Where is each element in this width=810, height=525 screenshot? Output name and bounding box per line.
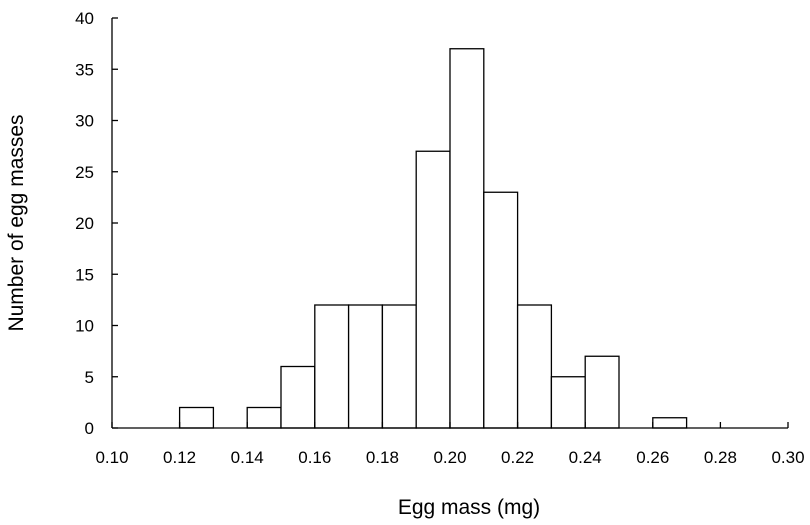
histogram-bar	[652, 417, 688, 429]
histogram-bar	[314, 304, 350, 429]
histogram-bar	[280, 365, 316, 429]
y-tick-label: 10	[75, 317, 94, 336]
y-tick-label: 5	[85, 368, 94, 387]
histogram-bar	[449, 48, 485, 429]
y-axis-title: Number of egg masses	[5, 114, 28, 331]
bars-group	[178, 48, 688, 429]
x-tick-label: 0.18	[366, 448, 399, 467]
x-axis-ticks: 0.10 0.12 0.14 0.16 0.18 0.20 0.22 0.24 0.26 0.28…	[95, 422, 805, 467]
x-tick-label: 0.10	[95, 448, 128, 467]
x-tick-label: 0.24	[569, 448, 602, 467]
y-tick-label: 30	[75, 112, 94, 131]
histogram-bar	[347, 304, 384, 429]
histogram-bar	[550, 376, 586, 429]
x-tick-label: 0.30	[771, 448, 804, 467]
histogram-bar	[246, 406, 282, 429]
histogram-bar	[381, 304, 417, 429]
x-tick-label: 0.20	[433, 448, 466, 467]
histogram-bar	[415, 150, 451, 429]
y-tick-label: 20	[75, 214, 94, 233]
x-tick-label: 0.22	[501, 448, 534, 467]
x-axis-title: Egg mass (mg)	[398, 496, 540, 519]
y-tick-label: 25	[75, 163, 94, 182]
y-tick-label: 40	[75, 9, 94, 28]
histogram-bar	[483, 191, 519, 429]
y-tick-label: 35	[75, 60, 94, 79]
x-tick-label: 0.16	[298, 448, 331, 467]
x-tick-label: 0.28	[704, 448, 737, 467]
y-axis-ticks: 0 5 10 15 20 25 30 35 40	[75, 9, 118, 438]
histogram-bar	[516, 304, 553, 429]
y-tick-label: 0	[85, 419, 94, 438]
histogram-bar	[584, 355, 620, 429]
y-tick-label: 15	[75, 265, 94, 284]
x-tick-label: 0.12	[163, 448, 196, 467]
histogram-bar	[178, 406, 215, 429]
x-tick-label: 0.14	[231, 448, 264, 467]
x-tick-label: 0.26	[636, 448, 669, 467]
